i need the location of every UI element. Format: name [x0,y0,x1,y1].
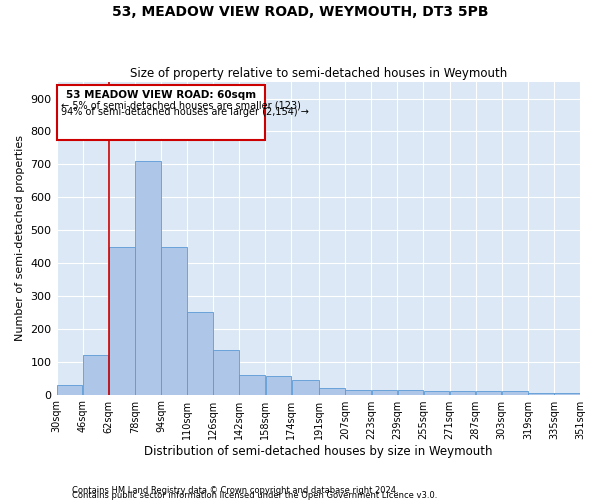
Bar [239,375,265,394]
FancyBboxPatch shape [56,86,265,140]
Text: Contains HM Land Registry data © Crown copyright and database right 2024.: Contains HM Land Registry data © Crown c… [72,486,398,495]
Y-axis label: Number of semi-detached properties: Number of semi-detached properties [15,136,25,342]
X-axis label: Distribution of semi-detached houses by size in Weymouth: Distribution of semi-detached houses by … [144,444,493,458]
Text: Contains public sector information licensed under the Open Government Licence v3: Contains public sector information licen… [72,491,437,500]
Bar [398,390,423,394]
Bar [502,392,527,394]
Text: 94% of semi-detached houses are larger (2,154) →: 94% of semi-detached houses are larger (… [61,106,310,117]
Bar [476,392,502,394]
Bar [266,376,291,394]
Bar [371,390,397,394]
Bar [292,380,319,394]
Bar [528,393,554,394]
Bar [450,392,475,394]
Bar [214,350,239,395]
Text: ← 5% of semi-detached houses are smaller (123): ← 5% of semi-detached houses are smaller… [61,100,301,110]
Bar [161,246,187,394]
Text: 53, MEADOW VIEW ROAD, WEYMOUTH, DT3 5PB: 53, MEADOW VIEW ROAD, WEYMOUTH, DT3 5PB [112,5,488,19]
Bar [424,392,449,394]
Bar [109,246,134,394]
Text: 53 MEADOW VIEW ROAD: 60sqm: 53 MEADOW VIEW ROAD: 60sqm [66,90,256,101]
Bar [554,393,580,394]
Bar [346,390,371,394]
Bar [57,384,82,394]
Bar [319,388,345,394]
Title: Size of property relative to semi-detached houses in Weymouth: Size of property relative to semi-detach… [130,66,507,80]
Bar [135,161,161,394]
Bar [187,312,213,394]
Bar [83,355,109,395]
